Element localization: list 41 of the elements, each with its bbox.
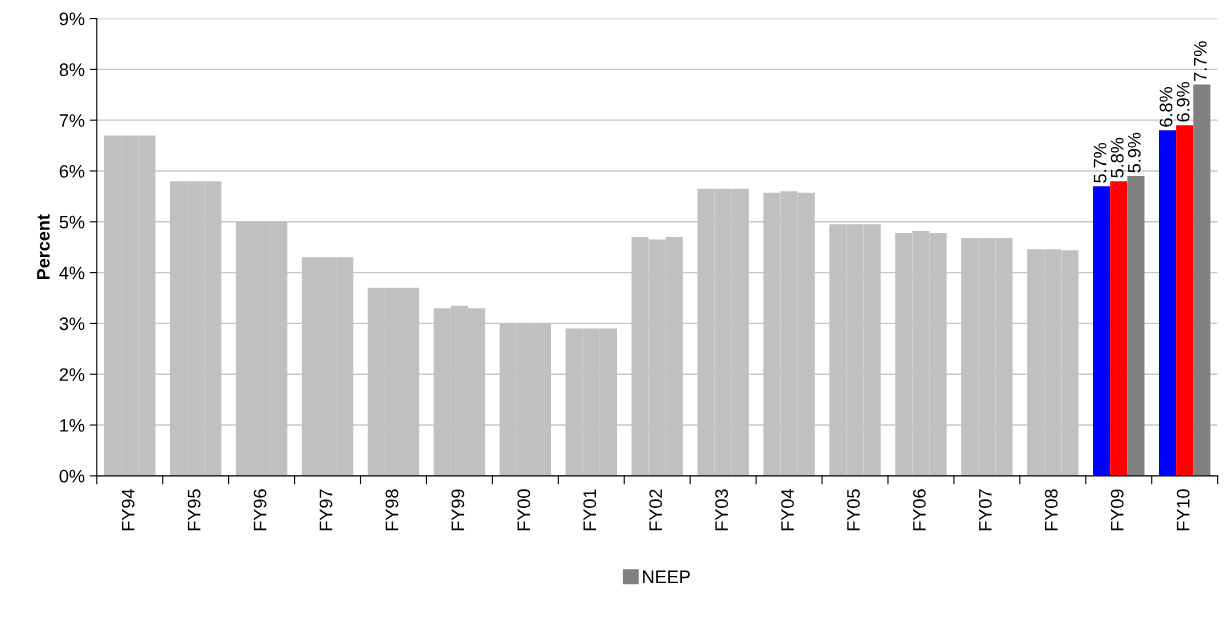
data-label: 6.8% bbox=[1159, 87, 1173, 127]
x-tick-label: FY00 bbox=[517, 489, 531, 531]
x-tick-label: FY05 bbox=[847, 489, 860, 531]
x-tick-label: FY04 bbox=[781, 489, 794, 531]
x-tick-label: FY10 bbox=[1176, 489, 1190, 531]
bar bbox=[1093, 186, 1111, 476]
x-tick-label: FY08 bbox=[1044, 489, 1058, 531]
data-label: 7.7% bbox=[1193, 41, 1207, 81]
y-tick-label: 9% bbox=[59, 12, 85, 26]
data-label: 5.7% bbox=[1093, 142, 1107, 183]
data-label: 6.9% bbox=[1176, 81, 1190, 122]
x-tick-label: FY95 bbox=[187, 489, 201, 531]
x-tick-label: FY09 bbox=[1110, 489, 1124, 531]
y-tick-label: 1% bbox=[60, 419, 85, 432]
bar bbox=[1158, 130, 1177, 476]
y-tick-label: 7% bbox=[59, 114, 85, 127]
y-tick-label: 8% bbox=[59, 63, 85, 77]
data-label: 5.8% bbox=[1110, 137, 1124, 178]
bar bbox=[1193, 84, 1211, 476]
bar bbox=[1110, 181, 1128, 476]
x-tick-label: FY97 bbox=[319, 489, 333, 531]
x-tick-label: FY03 bbox=[715, 489, 728, 531]
legend-label: NEEP bbox=[643, 570, 690, 584]
y-tick-label: 6% bbox=[59, 164, 85, 178]
x-tick-label: FY06 bbox=[913, 489, 926, 531]
x-tick-label: FY94 bbox=[121, 489, 135, 531]
x-tick-label: FY01 bbox=[583, 489, 597, 531]
y-tick-label: 0% bbox=[59, 469, 85, 483]
data-label: 5.9% bbox=[1127, 132, 1141, 173]
x-tick-label: FY02 bbox=[649, 489, 663, 531]
y-axis-title: Percent bbox=[37, 214, 50, 280]
y-tick-label: 4% bbox=[59, 266, 85, 280]
bar bbox=[1176, 125, 1194, 476]
x-tick-label: FY98 bbox=[385, 489, 399, 531]
y-tick-label: 5% bbox=[59, 215, 85, 229]
x-tick-label: FY99 bbox=[451, 489, 465, 531]
y-tick-label: 3% bbox=[59, 317, 85, 331]
y-tick-label: 2% bbox=[59, 368, 85, 381]
bar bbox=[1127, 176, 1145, 476]
x-tick-label: FY96 bbox=[253, 489, 267, 531]
x-tick-label: FY07 bbox=[978, 489, 992, 531]
